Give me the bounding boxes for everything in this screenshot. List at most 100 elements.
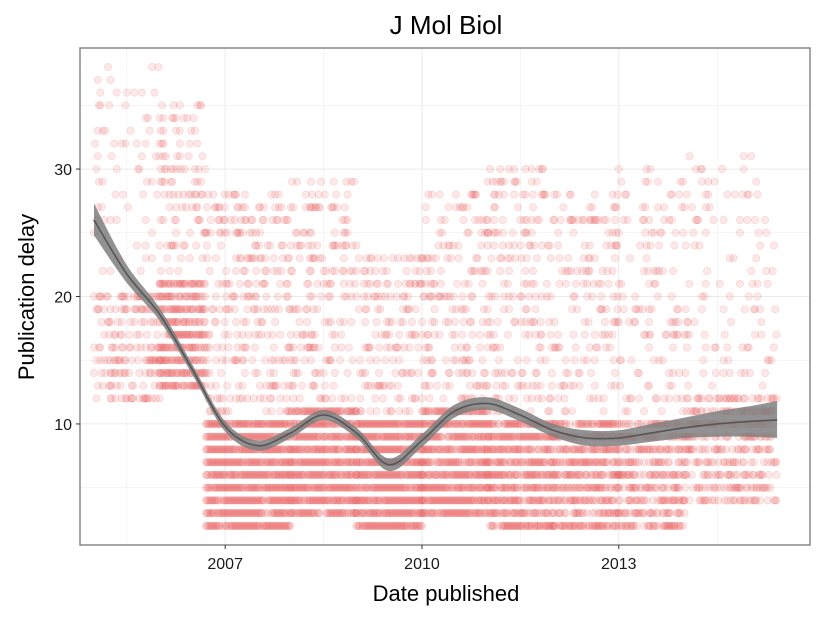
data-point	[599, 407, 608, 416]
data-point	[168, 356, 177, 365]
data-point	[752, 177, 761, 186]
data-point	[175, 152, 184, 161]
data-point	[172, 216, 181, 225]
data-point	[209, 483, 218, 492]
data-point	[197, 368, 206, 377]
data-point	[174, 305, 183, 314]
data-point	[173, 152, 182, 161]
data-point	[335, 356, 344, 365]
data-point	[178, 368, 187, 377]
data-point	[556, 216, 565, 225]
data-point	[192, 330, 201, 339]
data-point	[183, 114, 192, 123]
data-point	[132, 241, 141, 250]
data-point	[744, 190, 753, 199]
data-point	[146, 317, 155, 326]
data-point	[164, 279, 173, 288]
data-point	[268, 330, 277, 339]
data-point	[639, 407, 648, 416]
data-point	[201, 483, 210, 492]
data-point	[95, 343, 104, 352]
data-point	[192, 203, 201, 212]
data-point	[205, 266, 214, 275]
data-point	[472, 190, 481, 199]
data-point	[201, 458, 210, 467]
data-point	[600, 317, 609, 326]
data-point	[503, 330, 512, 339]
data-point	[170, 305, 179, 314]
data-point	[117, 330, 126, 339]
data-point	[695, 241, 704, 250]
data-point	[205, 368, 214, 377]
data-point	[161, 152, 170, 161]
data-point	[304, 279, 313, 288]
data-point	[98, 266, 107, 275]
data-point	[187, 279, 196, 288]
data-point	[100, 305, 109, 314]
data-point	[205, 496, 214, 505]
data-point	[158, 343, 167, 352]
data-point	[201, 292, 210, 301]
data-point	[145, 356, 154, 365]
data-point	[463, 203, 472, 212]
data-point	[274, 305, 283, 314]
data-point	[121, 139, 130, 148]
data-point	[172, 368, 181, 377]
data-point	[110, 368, 119, 377]
data-point	[155, 394, 164, 403]
data-point	[187, 305, 196, 314]
data-point	[720, 330, 729, 339]
data-point	[129, 381, 138, 390]
data-point	[711, 343, 720, 352]
data-point	[510, 394, 519, 403]
data-point	[193, 139, 202, 148]
data-point	[113, 317, 122, 326]
data-point	[441, 356, 450, 365]
data-point	[178, 305, 187, 314]
data-point	[273, 292, 282, 301]
data-point	[555, 343, 564, 352]
data-point	[735, 279, 744, 288]
data-point	[753, 279, 762, 288]
data-point	[522, 305, 531, 314]
data-point	[310, 381, 319, 390]
data-point	[708, 381, 717, 390]
data-point	[155, 279, 164, 288]
data-point	[185, 254, 194, 263]
data-point	[182, 317, 191, 326]
data-point	[352, 292, 361, 301]
data-point	[210, 458, 219, 467]
data-point	[161, 292, 170, 301]
data-point	[155, 292, 164, 301]
data-point	[189, 330, 198, 339]
data-point	[665, 458, 674, 467]
data-point	[208, 419, 217, 428]
data-point	[105, 101, 114, 110]
data-point	[210, 496, 219, 505]
data-point	[117, 292, 126, 301]
data-point	[154, 292, 163, 301]
data-point	[208, 445, 217, 454]
data-point	[253, 368, 262, 377]
data-point	[294, 305, 303, 314]
data-point	[169, 190, 178, 199]
data-point	[148, 254, 157, 263]
data-point	[182, 305, 191, 314]
data-point	[205, 521, 214, 530]
data-point	[168, 177, 177, 186]
data-point	[129, 394, 138, 403]
data-point	[347, 317, 356, 326]
data-point	[153, 190, 162, 199]
data-point	[159, 152, 168, 161]
data-point	[671, 228, 680, 237]
data-point	[583, 356, 592, 365]
data-point	[136, 266, 145, 275]
data-point	[180, 381, 189, 390]
data-point	[113, 356, 122, 365]
data-point	[175, 292, 184, 301]
data-point	[172, 126, 181, 135]
data-point	[184, 152, 193, 161]
data-point	[339, 254, 348, 263]
data-point	[352, 241, 361, 250]
data-point	[160, 343, 169, 352]
